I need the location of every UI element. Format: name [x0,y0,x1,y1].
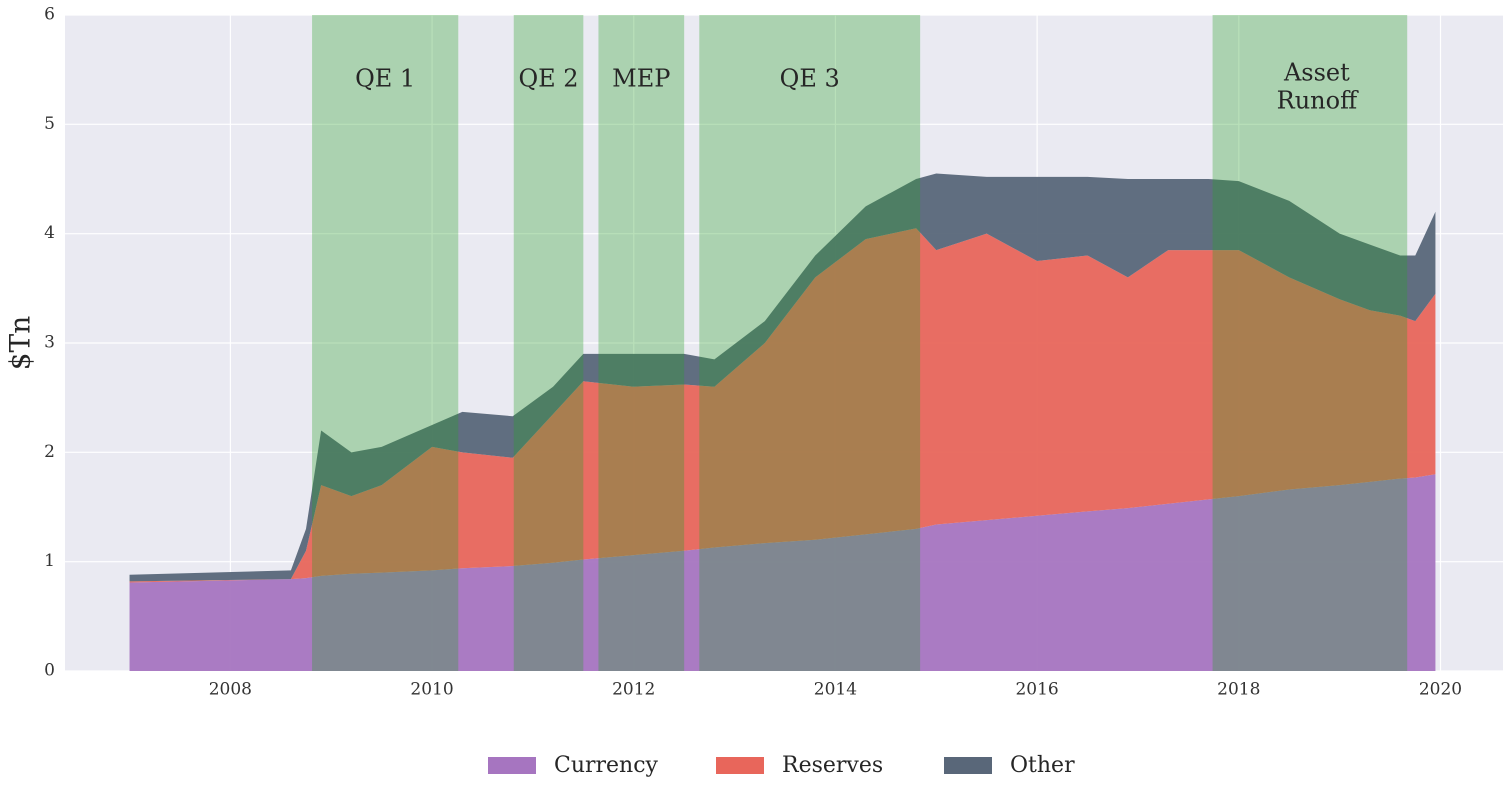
legend-swatch [488,757,536,774]
y-tick-label: 3 [44,333,55,353]
legend-label: Reserves [782,753,883,778]
legend-label: Currency [554,753,659,778]
x-tick-label: 2018 [1217,680,1260,700]
x-tick-label: 2010 [410,680,453,700]
y-tick-label: 5 [44,114,55,134]
x-tick-label: 2014 [814,680,857,700]
period-label: QE 3 [780,65,840,93]
period-label: MEP [612,65,670,93]
y-tick-label: 0 [44,661,55,681]
area [129,173,1436,582]
x-tick-label: 2008 [209,680,252,700]
y-tick-label: 4 [44,223,55,243]
area [129,228,1436,583]
x-tick-label: 2012 [612,680,655,700]
area [129,474,1436,671]
x-tick-label: 2020 [1419,680,1462,700]
y-axis-label: $Tn [4,316,37,371]
period-label: QE 2 [518,65,578,93]
period-label: QE 1 [355,65,415,93]
period-band [699,15,921,671]
y-tick-label: 2 [44,442,55,462]
y-tick-label: 1 [44,551,55,571]
legend-swatch [716,757,764,774]
legend-label: Other [1010,753,1075,778]
period-band [513,15,584,671]
period-label: Runoff [1277,87,1359,115]
y-tick-label: 6 [44,5,55,25]
period-label: Asset [1283,59,1350,87]
x-tick-label: 2016 [1015,680,1058,700]
period-band [1212,15,1408,671]
legend-swatch [944,757,992,774]
period-band [312,15,459,671]
period-band [598,15,685,671]
